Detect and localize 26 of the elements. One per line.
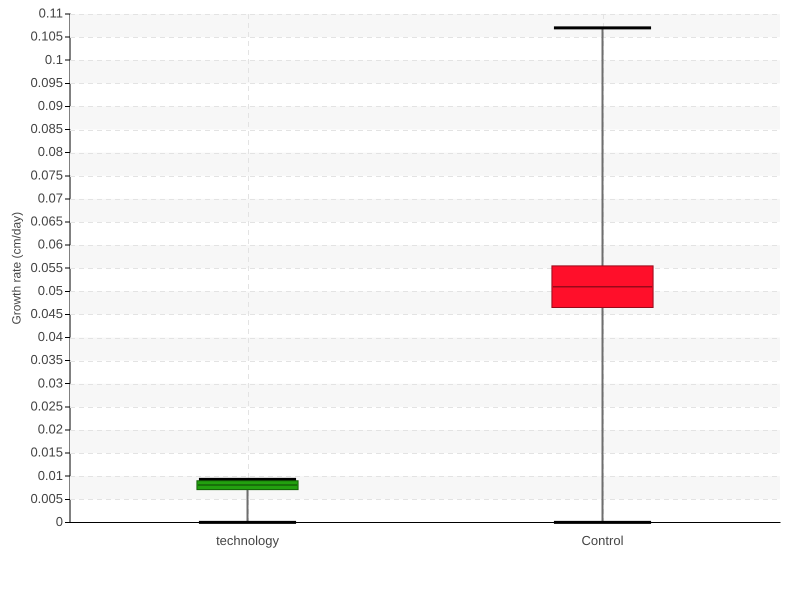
x-tick-label: technology (216, 532, 280, 548)
y-tick-label: 0.065 (30, 214, 63, 229)
y-tick-label: 0.01 (38, 468, 63, 483)
y-tick-label: 0.055 (30, 260, 63, 275)
y-tick-label: 0.075 (30, 167, 63, 182)
x-tick-label: Control (582, 532, 624, 548)
y-tick-label: 0.05 (38, 282, 63, 298)
y-tick-label: 0.045 (30, 306, 63, 321)
y-tick-label: 0.085 (30, 121, 63, 136)
y-tick-label: 0.03 (38, 375, 63, 390)
y-tick-label: 0 (56, 514, 63, 529)
y-tick-label: 0.08 (38, 144, 63, 160)
y-tick-label: 0.11 (38, 6, 63, 21)
y-tick-label: 0.025 (30, 398, 63, 414)
y-tick-label: 0.035 (30, 352, 63, 368)
y-tick-label: 0.07 (38, 190, 63, 206)
y-tick-label: 0.04 (38, 329, 63, 344)
y-tick-label: 0.015 (30, 444, 63, 460)
y-tick-label: 0.005 (30, 490, 63, 506)
y-tick-label: 0.095 (30, 74, 63, 90)
y-tick-label: 0.09 (38, 98, 63, 114)
y-axis-title: Growth rate (cm/day) (10, 212, 24, 325)
y-tick-label: 0.105 (30, 28, 63, 44)
y-tick-label: 0.02 (38, 422, 63, 437)
y-tick-label: 0.1 (44, 52, 63, 67)
y-tick-label: 0.06 (38, 236, 63, 252)
